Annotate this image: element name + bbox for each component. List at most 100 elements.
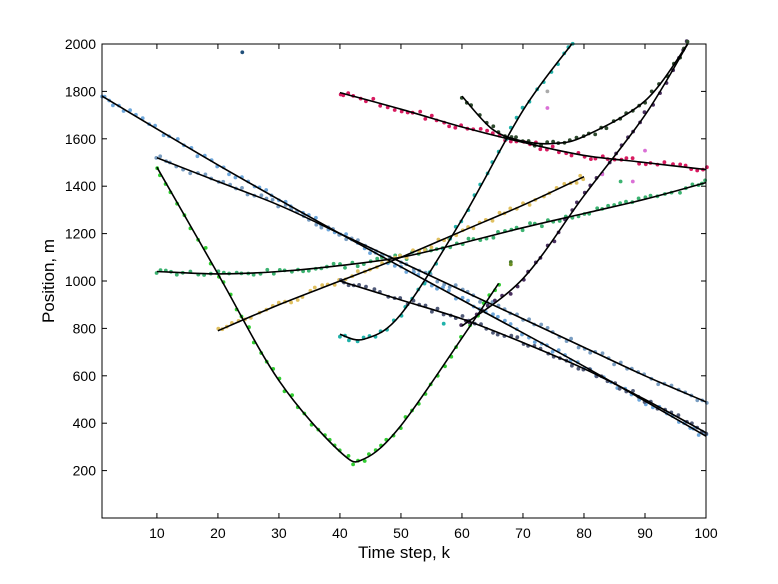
fit-line-5 [217,175,585,332]
data-point [314,215,318,220]
fit-line-7 [339,43,573,341]
x-tick-label: 30 [271,525,287,541]
data-point [496,314,500,319]
fitted-curves [101,43,707,463]
outlier-point [441,321,446,326]
data-point [648,193,653,198]
data-point [435,279,440,284]
fit-line-2 [156,157,707,403]
x-ticks: 10 20 30 40 50 60 70 80 90 100 [149,44,718,541]
data-point [527,203,532,207]
data-point [355,264,360,269]
data-point [520,228,525,233]
data-point [491,312,495,317]
data-point [453,125,458,130]
data-point [372,287,377,292]
data-point [574,181,579,185]
data-point [447,288,451,293]
data-point [589,157,593,162]
x-tick-label: 20 [210,525,226,541]
data-point [442,282,447,287]
data-point [612,362,616,367]
data-point [532,340,537,344]
data-point [637,161,641,166]
data-point [346,454,351,458]
data-point [331,261,336,266]
data-point [569,336,573,341]
data-point [515,335,520,340]
fit-line-9 [461,43,689,327]
data-point [423,248,427,252]
y-tick-label: 1000 [65,273,96,289]
data-point [344,232,348,237]
data-point [636,196,641,201]
y-ticks: 200 400 600 800 1000 1200 1400 1600 1800 2000 [65,36,706,479]
data-point [485,128,489,133]
data-point [551,139,555,144]
data-point [508,139,513,144]
data-point [576,345,581,350]
data-point [355,269,360,274]
data-point [195,154,200,159]
data-point [270,197,275,202]
outlier-point [508,262,513,267]
y-tick-label: 400 [73,415,97,431]
data-point [685,39,690,44]
data-point [271,271,276,276]
data-point [678,190,682,195]
data-point [528,221,532,226]
y-tick-label: 200 [73,463,97,479]
data-point [569,153,574,158]
data-point [496,230,500,234]
data-point [364,284,368,289]
data-point [447,124,451,129]
fit-line-8 [339,280,707,434]
data-point [630,156,635,161]
data-point [490,218,495,223]
data-point [295,298,300,302]
data-point [378,103,383,108]
data-point [491,330,495,335]
data-point [233,175,238,180]
outlier-point [630,179,635,184]
data-point [466,236,471,241]
data-point [154,156,159,160]
data-point [514,135,518,140]
data-point [203,246,208,250]
data-point [550,144,555,149]
data-point [128,108,133,113]
data-point [478,300,482,304]
data-point [466,298,470,303]
y-tick-label: 1400 [65,178,96,194]
data-point [662,160,667,165]
data-point [656,382,661,387]
data-point [695,168,700,173]
data-point [460,295,465,300]
data-point [319,225,324,230]
data-point [576,366,581,371]
data-point [375,256,380,261]
data-point [491,124,496,129]
data-point [314,222,319,227]
data-point [497,210,502,215]
data-point [423,117,428,121]
y-tick-label: 2000 [65,36,96,52]
data-point [503,318,507,323]
data-point [312,285,317,290]
y-tick-label: 600 [73,368,97,384]
data-point [392,264,397,268]
data-point [540,224,544,229]
fit-line-4 [156,166,500,463]
data-point [478,126,483,131]
outlier-point [545,106,550,110]
data-point [392,108,397,112]
x-tick-label: 40 [332,525,348,541]
data-point [624,156,629,161]
data-point [368,251,372,256]
data-point [351,462,355,467]
data-point [111,103,115,108]
y-tick-label: 800 [73,320,97,336]
x-tick-label: 100 [694,525,718,541]
fit-line-3 [156,181,707,275]
